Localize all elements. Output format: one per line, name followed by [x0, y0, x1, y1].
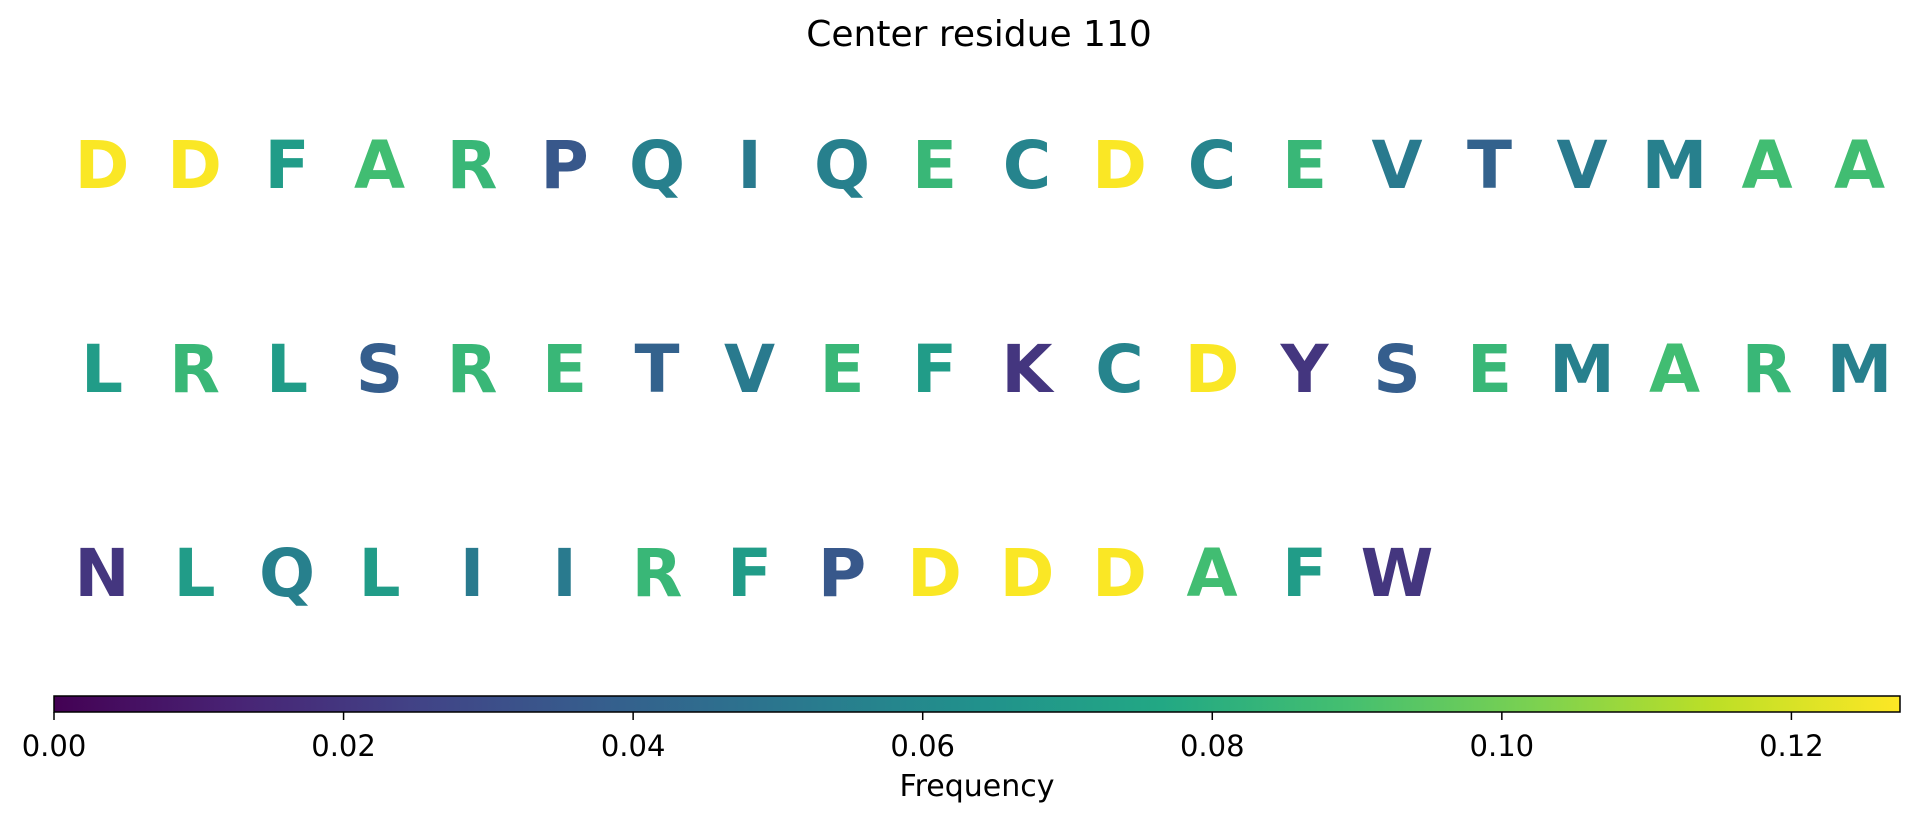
residue-letter: E: [819, 331, 864, 408]
residue-letter: S: [1373, 331, 1421, 408]
residue-letter: E: [912, 127, 957, 204]
residue-letter: M: [1827, 331, 1893, 408]
residue-letter: L: [173, 535, 215, 612]
residue-letter: R: [632, 535, 683, 612]
residue-letter: N: [74, 535, 129, 612]
colorbar-gradient: [54, 696, 1900, 712]
residue-letter: T: [634, 331, 679, 408]
residue-letter: R: [447, 331, 498, 408]
residue-letter: F: [1282, 535, 1327, 612]
residue-letter: R: [447, 127, 498, 204]
colorbar-tick-label: 0.06: [890, 729, 955, 763]
residue-letter: P: [540, 127, 588, 204]
residue-letter: M: [1642, 127, 1708, 204]
residue-letter: T: [1467, 127, 1512, 204]
colorbar-frame: [53, 695, 1901, 713]
colorbar-tick-label: 0.00: [22, 729, 87, 763]
residue-letter: L: [81, 331, 123, 408]
colorbar-tick-label: 0.10: [1470, 729, 1535, 763]
residue-letter: F: [727, 535, 772, 612]
residue-letter: C: [1188, 127, 1236, 204]
residue-letter: D: [1092, 535, 1147, 612]
residue-letter: Y: [1280, 331, 1330, 408]
residue-letter: D: [75, 127, 130, 204]
residue-letter: I: [737, 127, 762, 204]
residue-letter: E: [1282, 127, 1327, 204]
residue-letter: C: [1095, 331, 1143, 408]
residue-letter: D: [1185, 331, 1240, 408]
residue-letter: W: [1361, 535, 1434, 612]
residue-letter: A: [1834, 127, 1885, 204]
residue-letters: D D F A R P Q I Q E C D C E V T V M A AL R L S R E T V E F K C D Y S E M A R M…: [74, 127, 1892, 612]
residue-letter: E: [542, 331, 587, 408]
residue-letter: Q: [814, 127, 870, 204]
colorbar-label: Frequency: [900, 769, 1055, 804]
residue-letter: M: [1549, 331, 1615, 408]
residue-letter: V: [724, 331, 775, 408]
residue-letter: A: [1649, 331, 1700, 408]
residue-letter: Q: [259, 535, 315, 612]
residue-letter: F: [912, 331, 957, 408]
residue-letter: I: [552, 535, 577, 612]
colorbar-tick-label: 0.08: [1180, 729, 1245, 763]
colorbar-tick-label: 0.04: [601, 729, 666, 763]
residue-letter: D: [167, 127, 222, 204]
residue-letter: D: [1000, 535, 1055, 612]
residue-letter: L: [358, 535, 400, 612]
residue-letter: I: [460, 535, 485, 612]
residue-letter: V: [1556, 127, 1607, 204]
residue-letter: C: [1003, 127, 1051, 204]
residue-letter: R: [1742, 331, 1793, 408]
residue-letter: S: [356, 331, 404, 408]
chart-title: Center residue 110: [806, 14, 1152, 55]
residue-letter: Q: [629, 127, 685, 204]
colorbar: 0.00 0.02 0.04 0.06 0.08 0.10 0.12 Frequency: [22, 695, 1901, 804]
residue-letter: R: [169, 331, 220, 408]
residue-letter: D: [907, 535, 962, 612]
residue-letter: F: [264, 127, 309, 204]
colorbar-tick-label: 0.12: [1759, 729, 1824, 763]
residue-letter: D: [1092, 127, 1147, 204]
residue-letter: V: [1371, 127, 1422, 204]
residue-letter: P: [818, 535, 866, 612]
residue-letter: K: [1001, 331, 1055, 408]
residue-letter: A: [1741, 127, 1792, 204]
residue-letter: A: [1186, 535, 1237, 612]
residue-letter: L: [266, 331, 308, 408]
colorbar-tick-label: 0.02: [311, 729, 376, 763]
residue-letter: E: [1467, 331, 1512, 408]
residue-letter: A: [354, 127, 405, 204]
